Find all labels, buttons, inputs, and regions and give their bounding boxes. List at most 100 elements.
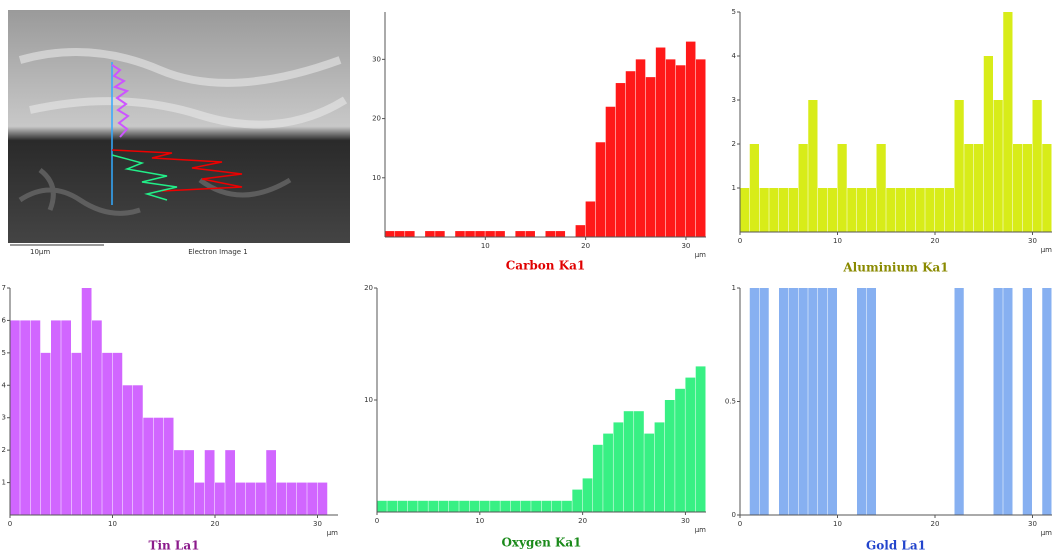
- bar: [40, 352, 51, 515]
- bar: [1013, 144, 1023, 232]
- bar: [1022, 144, 1032, 232]
- y-tick-label: 30: [372, 55, 381, 63]
- bar: [407, 500, 418, 512]
- x-tick-label: 30: [681, 517, 690, 525]
- bar: [808, 288, 818, 515]
- bar: [425, 231, 435, 237]
- bar: [276, 482, 287, 515]
- x-tick-label: 10: [108, 520, 117, 528]
- bar: [935, 188, 945, 232]
- bar: [438, 500, 449, 512]
- bar: [184, 450, 194, 515]
- bar: [1022, 288, 1032, 515]
- x-tick-label: 30: [1028, 520, 1037, 528]
- y-tick-label: 20: [372, 115, 381, 123]
- bar: [235, 482, 246, 515]
- bar: [1032, 100, 1042, 232]
- x-tick-label: 0: [738, 520, 742, 528]
- bar: [685, 377, 696, 512]
- bar: [749, 288, 759, 515]
- bar: [645, 77, 656, 237]
- bar: [788, 288, 798, 515]
- bar: [837, 144, 847, 232]
- x-tick-label: 10: [475, 517, 484, 525]
- bar: [603, 433, 613, 512]
- x-tick-label: 20: [931, 237, 940, 245]
- x-axis-label: µm: [1041, 529, 1052, 537]
- bar: [297, 482, 307, 515]
- bar: [385, 231, 395, 237]
- bar: [818, 188, 828, 232]
- bar: [133, 385, 143, 515]
- bar: [964, 144, 974, 232]
- bar: [307, 482, 317, 515]
- bar: [585, 201, 596, 237]
- bar: [592, 444, 603, 512]
- x-tick-label: 0: [375, 517, 379, 525]
- bar: [1003, 288, 1013, 515]
- bar: [194, 482, 205, 515]
- bar: [317, 482, 328, 515]
- bar: [905, 188, 915, 232]
- bar: [455, 231, 465, 237]
- bar: [788, 188, 798, 232]
- bar: [495, 231, 505, 237]
- bar: [81, 288, 92, 515]
- x-axis-label: µm: [695, 526, 706, 534]
- bar: [866, 188, 876, 232]
- bar: [397, 500, 408, 512]
- bar: [740, 188, 750, 232]
- bar: [779, 188, 789, 232]
- bar: [20, 320, 30, 515]
- sem-image: [8, 10, 350, 243]
- chart-title: Carbon Ka1: [506, 259, 586, 273]
- bar: [174, 450, 184, 515]
- bar: [153, 417, 164, 515]
- bar: [749, 144, 759, 232]
- bar: [944, 188, 954, 232]
- electron-image: 10µm Electron Image 1: [8, 10, 350, 256]
- y-tick-label: 4: [732, 52, 737, 60]
- bar: [847, 188, 857, 232]
- bar: [459, 500, 470, 512]
- bar: [605, 106, 616, 237]
- bar: [266, 450, 276, 515]
- bar: [395, 231, 405, 237]
- bar: [613, 422, 624, 512]
- x-tick-label: 30: [681, 242, 690, 250]
- y-tick-label: 1: [732, 284, 736, 292]
- x-tick-label: 10: [481, 242, 490, 250]
- bar: [595, 142, 606, 237]
- bar: [695, 59, 706, 237]
- bar: [51, 320, 61, 515]
- bar: [818, 288, 828, 515]
- bar: [857, 288, 867, 515]
- bar: [405, 231, 415, 237]
- y-tick-label: 10: [372, 174, 381, 182]
- bar: [377, 500, 387, 512]
- bar: [769, 188, 779, 232]
- bar: [615, 83, 626, 237]
- bar: [541, 500, 552, 512]
- chart-title: Gold La1: [866, 539, 926, 553]
- bar: [465, 231, 475, 237]
- oxygen-profile: [111, 154, 178, 201]
- bar: [827, 188, 837, 232]
- bar: [122, 385, 133, 515]
- bar: [759, 288, 769, 515]
- bar: [915, 188, 925, 232]
- bar: [798, 144, 808, 232]
- bar: [475, 231, 485, 237]
- x-axis-label: µm: [695, 251, 706, 259]
- bar: [225, 450, 235, 515]
- bar: [479, 500, 490, 512]
- bar: [525, 231, 535, 237]
- bar: [428, 500, 439, 512]
- chart-title: Tin La1: [149, 539, 200, 553]
- bar: [644, 433, 655, 512]
- bar: [555, 231, 566, 237]
- bar: [634, 411, 644, 512]
- x-tick-label: 0: [8, 520, 12, 528]
- y-tick-label: 2: [732, 140, 736, 148]
- y-tick-label: 4: [2, 381, 7, 389]
